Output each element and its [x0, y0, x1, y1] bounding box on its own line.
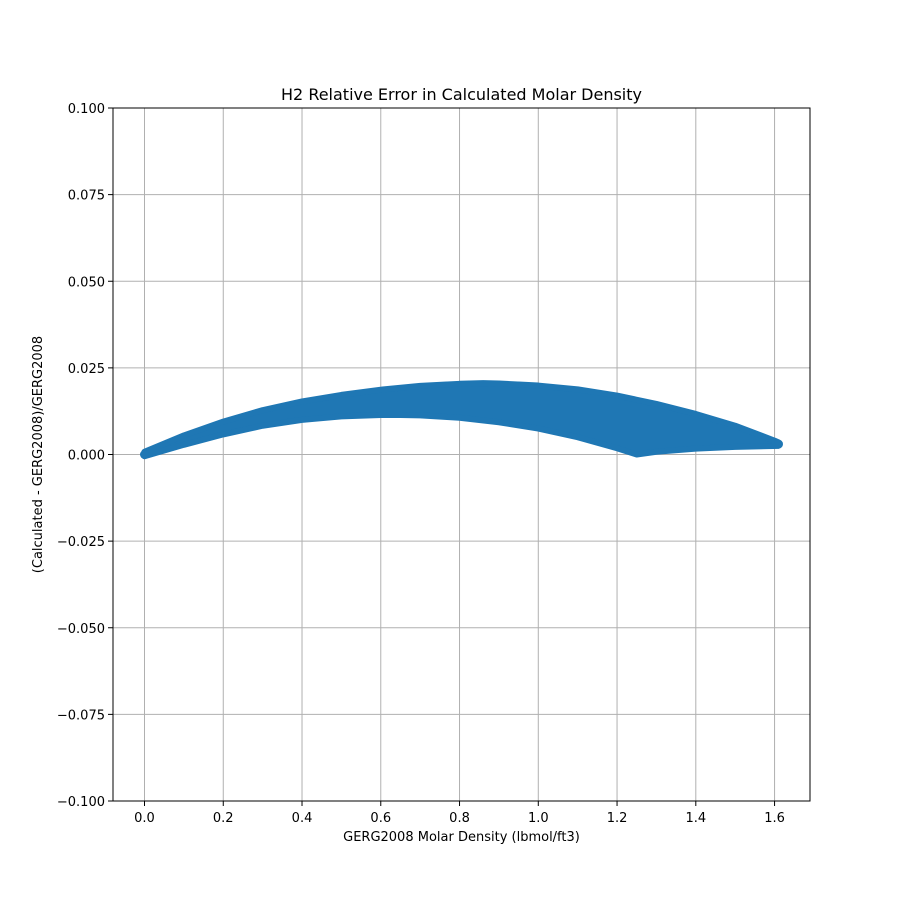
y-tick-label: −0.050: [57, 622, 105, 637]
y-tick-label: 0.000: [68, 449, 105, 464]
y-tick-label: 0.100: [68, 102, 105, 117]
x-tick-label: 0.4: [292, 811, 313, 826]
y-tick-label: 0.075: [68, 189, 105, 204]
data-series: [140, 380, 783, 460]
x-tick-label: 1.6: [764, 811, 785, 826]
grid-lines: [113, 107, 810, 802]
x-tick-label: 0.2: [213, 811, 234, 826]
x-tick-label: 0.8: [449, 811, 470, 826]
x-tick-label: 0.6: [370, 811, 391, 826]
x-tick-label: 1.0: [528, 811, 549, 826]
y-tick-label: −0.100: [57, 795, 105, 810]
axis-ticks: 0.0 0.2 0.4 0.6 0.8 1.0 1.2 1.4 1.6 −0.100 −0.075 −…: [57, 102, 785, 826]
y-tick-label: 0.025: [68, 362, 105, 377]
scatter-point-start: [140, 450, 150, 459]
chart-title: H2 Relative Error in Calculated Molar De…: [281, 85, 642, 104]
y-tick-label: −0.075: [57, 708, 105, 723]
y-tick-label: 0.050: [68, 275, 105, 290]
y-tick-label: −0.025: [57, 535, 105, 550]
x-tick-label: 0.0: [134, 811, 155, 826]
x-tick-label: 1.4: [685, 811, 706, 826]
y-axis-label: (Calculated - GERG2008)/GERG2008: [31, 336, 46, 573]
x-axis-label: GERG2008 Molar Density (lbmol/ft3): [343, 830, 580, 845]
x-tick-label: 1.2: [607, 811, 628, 826]
scatter-point-end: [773, 439, 783, 449]
